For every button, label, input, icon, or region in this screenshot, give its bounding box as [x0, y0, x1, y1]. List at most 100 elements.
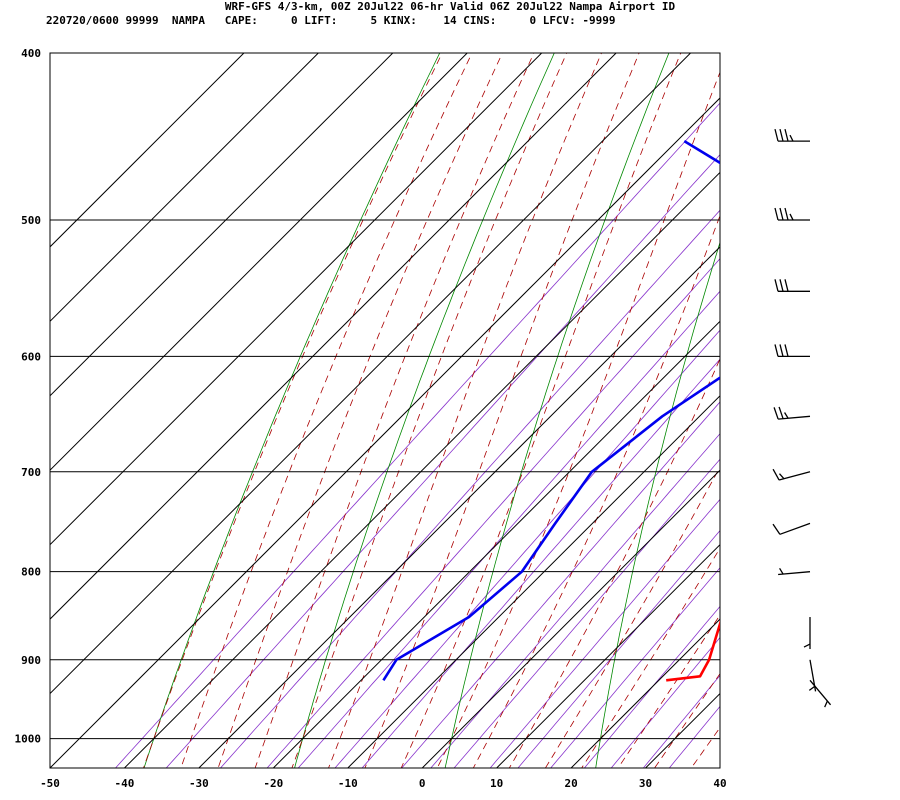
wind-barb-feather — [774, 344, 779, 357]
wind-barb-feather — [774, 279, 779, 292]
mixing-ratio-line — [642, 674, 720, 768]
y-tick-label: 600 — [21, 350, 41, 363]
wind-barb — [774, 207, 810, 221]
y-tick-label: 1000 — [15, 733, 42, 746]
temperature-profile — [666, 619, 720, 682]
dry-adiabat-line — [143, 53, 441, 768]
mixing-ratio-line — [610, 636, 720, 768]
isotherm-line — [347, 395, 720, 768]
wind-barb-staff — [778, 415, 811, 420]
y-tick-label: 500 — [21, 214, 41, 227]
x-tick-label: -30 — [189, 777, 209, 790]
wind-barb-feather — [784, 344, 789, 357]
isotherm-line — [124, 171, 720, 768]
mixing-ratio-line — [430, 433, 720, 768]
wind-barb-feather — [772, 523, 781, 535]
wind-barb — [803, 617, 811, 650]
mixing-ratio-line — [266, 258, 720, 768]
x-tick-label: -10 — [338, 777, 358, 790]
isotherm-line — [198, 246, 720, 768]
mixing-ratio-line — [334, 329, 720, 768]
x-tick-label: 30 — [639, 777, 652, 790]
moist-adiabat-line — [217, 53, 503, 768]
isotherm-line — [421, 469, 720, 768]
wind-barb-feather — [773, 407, 779, 420]
mixing-ratio-line — [550, 567, 720, 768]
sounding-indices: 220720/0600 99999 NAMPA CAPE: 0 LIFT: 5 … — [46, 14, 616, 27]
moist-adiabat-line — [718, 15, 900, 783]
moist-adiabat-line — [364, 53, 640, 768]
wind-barb — [778, 567, 811, 576]
mixing-ratio-line — [165, 154, 720, 768]
wind-barb-feather — [774, 128, 779, 142]
moist-adiabat-line — [291, 53, 568, 768]
plot-frame — [49, 52, 721, 769]
wind-barb-feather — [779, 279, 784, 292]
x-tick-label: -50 — [40, 777, 60, 790]
wind-barb-feather — [779, 128, 784, 142]
wind-barb — [774, 279, 810, 292]
isotherm-line — [50, 53, 319, 323]
wind-barb-staff — [778, 471, 811, 481]
mixing-ratio-line — [401, 401, 720, 768]
wind-barb — [774, 128, 810, 142]
moist-adiabat-line — [581, 547, 720, 768]
y-tick-label: 900 — [21, 654, 41, 667]
wind-barb-feather — [784, 128, 789, 142]
moist-adiabat-line — [472, 214, 720, 768]
isotherm-line — [50, 53, 245, 248]
x-tick-label: 20 — [564, 777, 577, 790]
moist-adiabat-line — [544, 466, 720, 768]
moist-adiabat-line — [508, 357, 720, 768]
isotherm-line — [50, 53, 691, 695]
wind-barb-feather — [774, 207, 779, 221]
mixing-ratio-line — [219, 209, 720, 768]
wind-barb — [773, 406, 811, 420]
wind-barb-staff — [779, 522, 811, 535]
dry-adiabat-line — [294, 53, 555, 768]
y-tick-label: 800 — [21, 566, 41, 579]
x-tick-label: 40 — [713, 777, 726, 790]
mixing-ratio-line — [489, 498, 720, 768]
wind-barb — [809, 679, 832, 708]
moist-adiabat-line — [328, 53, 602, 768]
moist-adiabat-line — [400, 53, 682, 768]
wind-barb-feather — [784, 207, 789, 221]
x-tick-label: 10 — [490, 777, 503, 790]
dry-adiabat-line — [595, 241, 720, 768]
dry-adiabat-line — [896, 15, 900, 783]
mixing-ratio-line — [114, 102, 720, 768]
y-tick-label: 400 — [21, 47, 41, 60]
wind-barb-feather — [772, 468, 780, 481]
wind-barb — [774, 344, 810, 358]
moist-adiabat-line — [143, 53, 443, 768]
wind-barb-staff — [809, 679, 832, 706]
chart-title: WRF-GFS 4/3-km, 00Z 20Jul22 06-hr Valid … — [224, 0, 676, 13]
mixing-ratio-line — [583, 605, 720, 768]
moist-adiabat-line — [254, 53, 535, 768]
isotherm-line — [645, 692, 720, 768]
dry-adiabat-line — [745, 15, 900, 783]
wind-barb-feather — [789, 213, 794, 221]
wind-barb-feather — [779, 344, 784, 357]
isotherm-line — [50, 53, 617, 620]
moist-adiabat-line — [180, 53, 473, 768]
wind-barb-feather — [778, 406, 784, 419]
moist-adiabat-line — [617, 614, 720, 768]
wind-barb-feather — [808, 685, 816, 691]
wind-barb-feather — [789, 134, 794, 142]
wind-barb-feather — [784, 279, 789, 292]
isotherm-line — [496, 543, 720, 768]
moist-adiabat-line — [654, 673, 720, 768]
wind-barb-staff — [778, 571, 811, 576]
moist-adiabat-line — [436, 71, 720, 768]
dry-adiabat-line — [444, 53, 670, 768]
x-tick-label: -40 — [115, 777, 135, 790]
isotherm-line — [50, 53, 394, 397]
isotherm-line — [570, 618, 720, 768]
wind-barb-feather — [779, 567, 784, 575]
isotherm-line — [50, 53, 543, 546]
wind-barb-feather — [803, 643, 811, 648]
wind-barb — [772, 468, 811, 481]
